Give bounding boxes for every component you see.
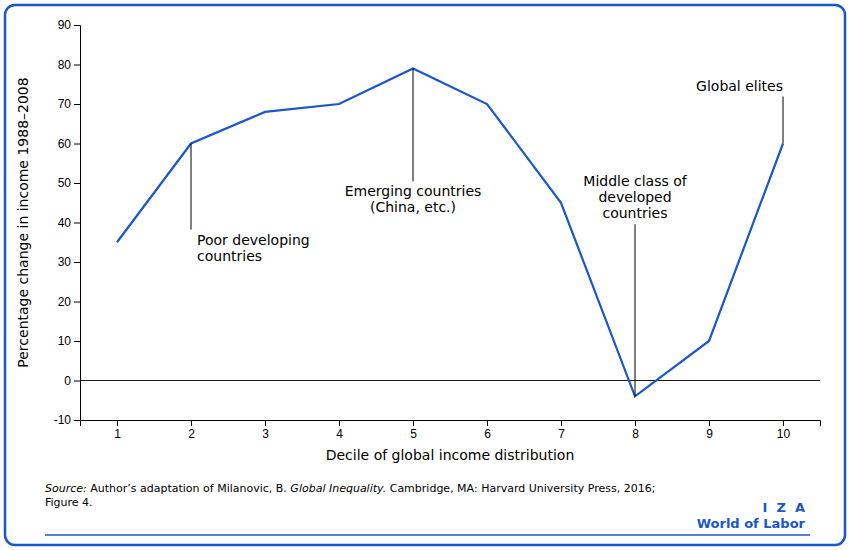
y-tick: 50	[58, 176, 80, 190]
source-part: Author’s adaptation of Milanovic, B.	[87, 482, 291, 495]
x-tick: 8	[632, 420, 639, 441]
x-tick: 4	[336, 420, 343, 441]
y-tick-label: -10	[54, 413, 72, 427]
y-tick-label: 80	[58, 58, 72, 72]
y-tick-mark	[74, 25, 80, 26]
y-tick-mark	[74, 183, 80, 184]
y-tick-mark	[74, 381, 80, 382]
y-tick: 60	[58, 137, 80, 151]
y-tick: 40	[58, 216, 80, 230]
x-tick: 9	[706, 420, 713, 441]
y-tick-label: 20	[58, 295, 72, 309]
x-tick: 5	[410, 420, 417, 441]
data-line	[117, 68, 783, 396]
annotation-line	[783, 97, 784, 144]
y-tick: 20	[58, 295, 80, 309]
y-tick: 0	[64, 374, 80, 388]
plot: 1 2 3 4 5 6 7 8 9 10 -10 0 10 20 30 40 50 60 70 80 90 Poor de…	[54, 18, 821, 440]
y-tick: -10	[54, 413, 80, 427]
x-tick-mark	[783, 420, 784, 426]
x-tick-label: 1	[114, 427, 121, 441]
branding: I Z A	[763, 500, 805, 515]
y-tick: 30	[58, 255, 80, 269]
annotation: Middle class ofdevelopedcountries	[583, 173, 687, 221]
y-tick: 80	[58, 58, 80, 72]
source-part: Global Inequality.	[290, 482, 386, 495]
annotation-line	[191, 144, 192, 230]
x-tick-mark	[635, 420, 636, 426]
x-tick-mark	[709, 420, 710, 426]
branding: World of Labor	[697, 516, 806, 531]
x-tick: 6	[484, 420, 491, 441]
y-tick: 90	[58, 18, 80, 32]
annotation: Poor developingcountries	[197, 232, 310, 264]
x-tick-label: 9	[706, 427, 713, 441]
x-tick-label: 10	[777, 427, 791, 441]
branding-rule	[45, 534, 810, 536]
x-tick-mark	[339, 420, 340, 426]
y-tick-mark	[74, 262, 80, 263]
border	[5, 5, 845, 545]
x-tick-mark	[561, 420, 562, 426]
annotation-line	[413, 68, 414, 181]
x-tick-label: 3	[262, 427, 269, 441]
marks	[80, 68, 820, 396]
annotation: Emerging countries(China, etc.)	[345, 183, 482, 215]
x-tick-mark	[191, 420, 192, 426]
y-axis: -10 0 10 20 30 40 50 60 70 80 90	[54, 18, 81, 427]
source: Source: Author’s adaptation of Milanovic…	[45, 482, 655, 509]
y-tick-mark	[74, 65, 80, 66]
zero-line	[80, 380, 820, 381]
y-tick-label: 90	[58, 18, 72, 32]
y-axis-title: Percentage change in income 1988–2008	[15, 77, 31, 367]
x-tick-mark	[265, 420, 266, 426]
x-tick-label: 5	[410, 427, 417, 441]
y-tick-mark	[74, 420, 80, 421]
x-tick: 7	[558, 420, 565, 441]
y-tick-mark	[74, 223, 80, 224]
annotations: Poor developingcountries Emerging countri…	[191, 68, 783, 396]
y-tick-label: 30	[58, 255, 72, 269]
x-tick: 1	[114, 420, 121, 441]
y-tick-mark	[74, 341, 80, 342]
chart: 1 2 3 4 5 6 7 8 9 10 -10 0 10 20 30 40 50 60 70 80 90 Poor de…	[0, 0, 850, 550]
x-tick-label: 8	[632, 427, 639, 441]
x-axis: 1 2 3 4 5 6 7 8 9 10	[81, 420, 821, 441]
y-tick: 10	[58, 334, 80, 348]
x-tick-mark	[413, 420, 414, 426]
x-axis-title: Decile of global income distribution	[326, 447, 575, 463]
y-axis-line	[74, 26, 81, 421]
x-tick-label: 7	[558, 427, 565, 441]
y-tick-label: 50	[58, 176, 72, 190]
y-tick-mark	[74, 302, 80, 303]
y-tick-label: 40	[58, 216, 72, 230]
y-tick-label: 0	[64, 374, 71, 388]
source-part: Cambridge, MA: Harvard University Press,…	[386, 482, 655, 495]
x-tick-mark	[117, 420, 118, 426]
y-tick-label: 70	[58, 97, 72, 111]
annotation: Global elites	[696, 78, 783, 94]
x-tick: 3	[262, 420, 269, 441]
source-part: Figure 4.	[45, 496, 93, 509]
x-tick-label: 6	[484, 427, 491, 441]
x-tick-label: 2	[188, 427, 195, 441]
y-tick-mark	[74, 144, 80, 145]
annotation-line	[635, 224, 636, 396]
y-tick-label: 10	[58, 334, 72, 348]
y-tick-mark	[74, 104, 80, 105]
source-part: Source:	[45, 482, 87, 495]
x-tick-label: 4	[336, 427, 343, 441]
y-tick-label: 60	[58, 137, 72, 151]
x-tick: 10	[777, 420, 791, 441]
y-tick: 70	[58, 97, 80, 111]
x-axis-line	[81, 421, 821, 427]
x-tick-mark	[487, 420, 488, 426]
x-tick: 2	[188, 420, 195, 441]
